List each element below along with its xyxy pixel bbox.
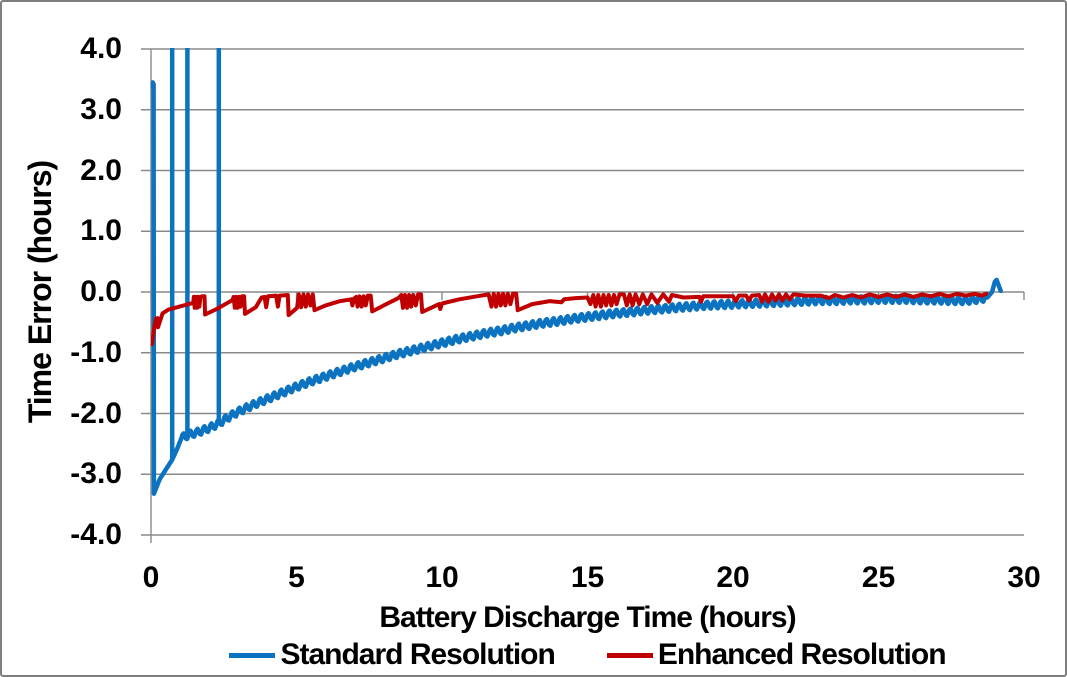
- y-tick-label-0.0: 0.0: [80, 275, 122, 308]
- x-axis-title: Battery Discharge Time (hours): [379, 601, 796, 634]
- legend-label-enhanced: Enhanced Resolution: [657, 638, 947, 671]
- y-tick-label--3.0: -3.0: [70, 457, 122, 491]
- x-tick-label-20: 20: [716, 561, 750, 594]
- x-tick-label-0: 0: [142, 561, 160, 594]
- y-tick-label--4.0: -4.0: [70, 518, 122, 551]
- x-tick-label-10: 10: [425, 561, 459, 594]
- x-axis-title-wrap: Battery Discharge Time (hours): [151, 601, 1024, 635]
- x-tick-label-5: 5: [288, 561, 305, 594]
- legend-item-standard-resolution: Standard Resolution: [229, 638, 556, 671]
- legend: Standard Resolution Enhanced Resolution: [151, 639, 1024, 671]
- y-axis-title: Time Error (hours): [22, 160, 58, 424]
- y-tick-label-4.0: 4.0: [80, 32, 122, 65]
- y-tick-label-2.0: 2.0: [80, 153, 122, 187]
- y-tick-label-1.0: 1.0: [80, 214, 122, 248]
- y-tick-label--2.0: -2.0: [70, 396, 122, 430]
- legend-line-sample-standard: [229, 652, 276, 658]
- y-tick-label-3.0: 3.0: [80, 92, 122, 126]
- x-tick-label-25: 25: [861, 561, 896, 594]
- enhanced-resolution-line: [151, 291, 989, 347]
- y-tick-label--1.0: -1.0: [70, 335, 122, 369]
- x-tick-label-30: 30: [1007, 561, 1041, 594]
- legend-item-enhanced-resolution: Enhanced Resolution: [606, 638, 947, 671]
- legend-label-standard: Standard Resolution: [280, 638, 555, 671]
- legend-line-sample-enhanced: [606, 652, 653, 658]
- standard-resolution-line: [151, 48, 1003, 496]
- x-tick-label-15: 15: [570, 561, 605, 594]
